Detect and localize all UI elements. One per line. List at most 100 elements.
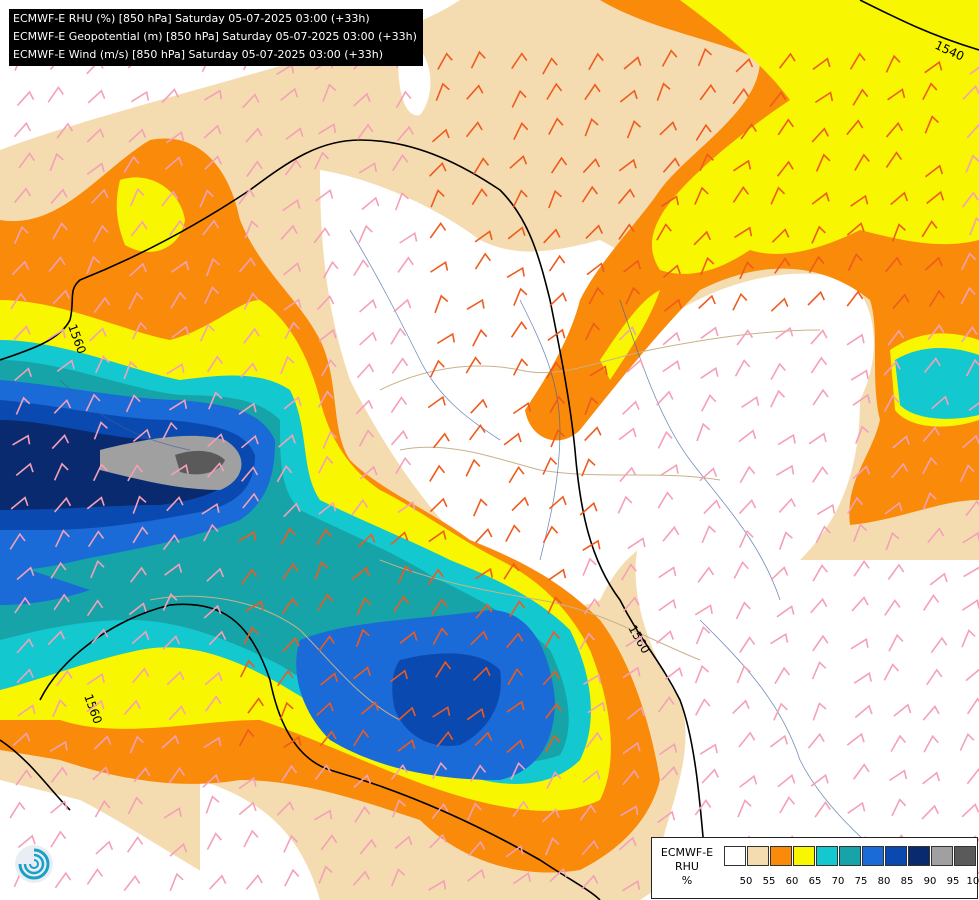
wind-barb-icon [584,322,601,341]
wind-barb-icon [511,89,527,108]
wind-barb-icon [238,402,257,415]
wind-barb-icon [777,118,794,136]
wind-barb-icon [89,327,107,342]
wind-barb-icon [852,763,870,780]
wind-barb-icon [699,152,714,172]
wind-barb-icon [812,466,829,483]
wind-barb-icon [13,325,31,341]
wind-barb-icon [284,321,300,340]
wind-barb-icon [390,396,408,413]
wind-barb-icon [49,740,68,752]
legend-tick-label: 55 [762,876,776,887]
wind-barb-icon [852,393,871,406]
wind-barb-icon [94,799,111,818]
wind-barb-icon [660,464,679,476]
wind-barb-icon [963,566,979,578]
wind-barb-icon [280,527,296,546]
wind-barb-icon [585,731,603,748]
wind-barb-icon [699,467,718,482]
wind-barb-icon [128,602,147,616]
wind-barb-icon [208,874,227,890]
legend-swatch [908,846,930,866]
wind-barb-icon [91,628,109,644]
wind-barb-icon [626,120,642,139]
wind-barb-icon [359,331,377,346]
wind-barb-icon [15,462,34,476]
wind-barb-icon [431,598,448,616]
wind-barb-icon [13,225,29,244]
wind-barb-icon [656,82,671,101]
wind-barb-icon [473,157,490,175]
wind-barb-icon [126,836,144,853]
wind-barb-icon [238,728,255,747]
wind-barb-icon [436,730,454,747]
wind-barb-icon [281,597,299,615]
wind-barb-icon [922,456,938,475]
wind-barb-icon [887,329,905,346]
wind-barb-icon [399,231,418,244]
wind-barb-icon [890,191,909,206]
wind-barb-icon [91,188,109,204]
wind-barb-icon [927,323,945,341]
wind-barb-icon [166,670,185,686]
wind-barb-icon [356,123,374,140]
wind-barb-icon [697,47,713,67]
wind-barb-icon [549,867,568,883]
legend-tick-label: 95 [946,876,960,887]
wind-barb-icon [393,298,412,313]
wind-barb-icon [427,568,444,586]
wind-barb-icon [885,54,901,73]
wind-barb-icon [618,223,635,240]
contour-1540 [859,0,979,51]
wind-barb-icon [846,119,864,136]
wind-barb-icon [171,260,190,273]
wind-barb-icon [657,696,675,713]
wind-barb-icon [626,706,645,720]
wind-barb-icon [132,526,149,544]
contour-1560-west [39,603,601,900]
wind-barb-icon [470,764,487,782]
wind-barb-icon [431,761,448,780]
wind-barb-icon [662,157,681,173]
wind-barb-icon [95,355,110,374]
wind-barb-icon [171,325,190,339]
wind-barb-icon [505,524,521,542]
wind-barb-icon [853,672,872,684]
wind-barb-icon [435,82,450,101]
wind-barb-icon [770,362,786,381]
wind-barb-icon [429,497,448,513]
wind-barb-icon [588,286,604,305]
wind-barb-icon [359,465,378,480]
wind-barb-icon [12,434,31,446]
wind-barb-icon [245,874,263,890]
wind-barb-icon [773,702,788,721]
wind-barb-icon [203,124,222,139]
wind-barb-icon [657,810,676,824]
wind-barb-icon [924,164,944,178]
wind-barb-icon [54,871,72,889]
wind-barb-icon [283,262,302,276]
wind-barb-icon [695,123,712,141]
wind-barb-icon [660,765,679,781]
wind-barb-icon [661,49,678,67]
wind-barb-icon [579,804,597,821]
wind-barb-icon [582,157,601,174]
wind-barb-icon [474,230,493,243]
legend-swatch [816,846,838,866]
wind-barb-icon [503,432,522,446]
wind-barb-icon [128,128,147,143]
wind-barb-icon [166,363,185,375]
wind-barb-icon [467,868,486,882]
wind-barb-icon [318,635,335,652]
wind-barb-icon [238,257,256,273]
wind-barb-icon [622,769,640,786]
wind-barb-icon [623,259,642,273]
wind-barb-icon [168,399,188,411]
wind-barb-icon [465,356,482,374]
wind-barb-icon [313,227,331,244]
wind-barb-icon [506,266,525,278]
wind-barb-icon [432,627,449,645]
wind-barb-icon [542,670,560,686]
wind-barb-icon [623,56,642,70]
